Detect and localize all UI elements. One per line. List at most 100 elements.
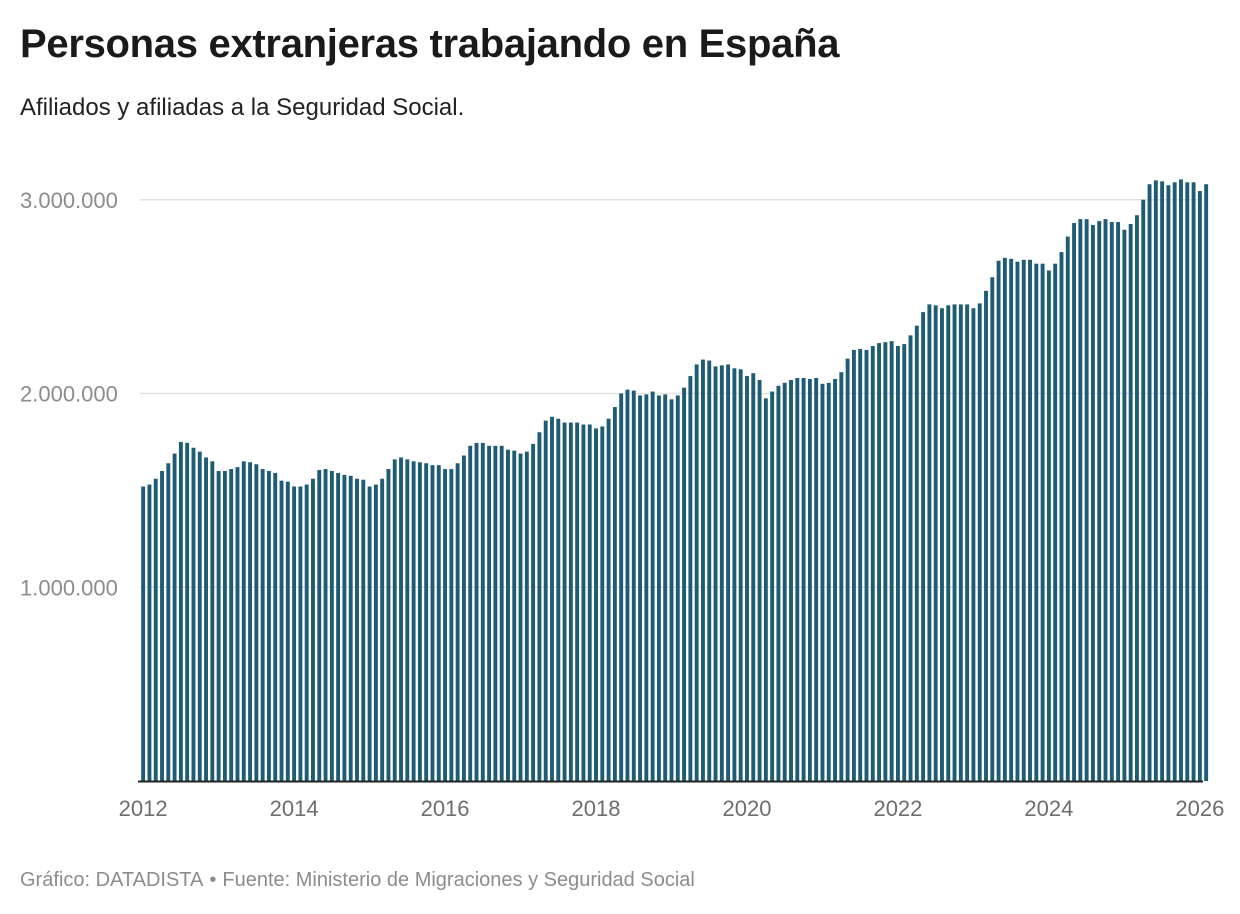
- bar: [776, 385, 781, 781]
- bar: [870, 346, 875, 781]
- bar: [386, 469, 391, 781]
- x-tick-label: 2026: [1175, 796, 1224, 821]
- bar: [845, 358, 850, 782]
- y-tick-label: 1.000.000: [20, 575, 118, 600]
- bar: [367, 486, 372, 781]
- bar: [1153, 180, 1158, 782]
- bar: [782, 382, 787, 781]
- bar: [707, 360, 712, 781]
- bar: [921, 312, 926, 782]
- bar: [795, 378, 800, 781]
- bar: [392, 459, 397, 782]
- bar: [933, 305, 938, 781]
- bar: [895, 346, 900, 781]
- bar: [204, 457, 208, 781]
- bar: [524, 451, 529, 782]
- bar: [738, 369, 743, 781]
- bar: [958, 304, 963, 782]
- bar: [160, 471, 164, 781]
- bar: [311, 478, 315, 781]
- bar: [971, 308, 976, 781]
- bar: [581, 424, 586, 781]
- chart-source: Fuente: Ministerio de Migraciones y Segu…: [222, 869, 695, 891]
- bar: [487, 445, 492, 781]
- bar: [1034, 263, 1039, 781]
- bar-chart: 1.000.000 2.000.000 3.000.000 2012 2014 2016…: [20, 179, 1225, 821]
- y-axis-labels: 1.000.000 2.000.000 3.000.000: [20, 188, 118, 601]
- bar: [625, 389, 630, 782]
- bar: [858, 348, 863, 781]
- bar: [285, 481, 290, 781]
- bar: [789, 379, 793, 781]
- bar: [839, 372, 844, 781]
- bar: [336, 472, 341, 781]
- x-tick-label: 2016: [421, 796, 470, 821]
- bar: [575, 422, 580, 781]
- bar: [638, 395, 642, 781]
- bar: [1116, 222, 1121, 781]
- footer-separator: •: [209, 869, 217, 891]
- bar: [757, 379, 762, 781]
- bar: [990, 277, 995, 781]
- bar: [619, 393, 624, 781]
- x-tick-label: 2018: [572, 796, 621, 821]
- bar: [537, 432, 542, 781]
- bar: [1046, 270, 1051, 781]
- bar: [726, 364, 731, 781]
- bar: [355, 478, 359, 781]
- bar: [405, 459, 410, 782]
- bar: [631, 390, 636, 781]
- bar: [763, 398, 768, 781]
- bar: [996, 260, 1001, 781]
- bar: [864, 349, 869, 781]
- bar: [493, 445, 498, 781]
- bar: [298, 486, 303, 781]
- bar: [801, 378, 806, 781]
- x-axis-labels: 2012 2014 2016 2018 2020 2022 2024 2026: [119, 796, 1225, 821]
- bar: [612, 407, 617, 781]
- bar: [241, 461, 246, 781]
- bar: [512, 450, 517, 781]
- bar: [531, 443, 536, 782]
- bar: [908, 335, 913, 782]
- bar: [902, 344, 907, 781]
- bar: [197, 451, 202, 782]
- chart-subtitle: Afiliados y afiliadas a la Seguridad Soc…: [20, 94, 465, 121]
- bar: [461, 455, 466, 781]
- bar: [606, 418, 611, 781]
- bar: [877, 343, 882, 782]
- bar: [480, 442, 485, 781]
- bar-series: [138, 179, 1209, 783]
- y-tick-label: 2.000.000: [20, 382, 118, 407]
- bar: [166, 463, 171, 781]
- bar: [1009, 258, 1014, 782]
- bar: [1122, 229, 1127, 781]
- bar: [1103, 219, 1108, 782]
- bar: [342, 474, 347, 782]
- bar: [216, 471, 221, 781]
- bar: [304, 484, 309, 781]
- bar: [1015, 261, 1020, 781]
- bar: [713, 366, 718, 782]
- bar: [694, 364, 699, 781]
- bar: [191, 447, 196, 781]
- bar: [1141, 199, 1146, 781]
- bar: [1053, 263, 1058, 781]
- bar: [594, 428, 598, 782]
- bar: [323, 469, 328, 781]
- bar: [260, 469, 265, 781]
- bar: [1109, 222, 1114, 781]
- bar: [172, 453, 177, 781]
- bar: [178, 441, 183, 781]
- bar: [1172, 182, 1177, 781]
- bar: [682, 387, 687, 781]
- bar: [147, 484, 152, 781]
- bar: [650, 391, 655, 781]
- bar: [1084, 219, 1089, 782]
- bar: [506, 449, 510, 781]
- bar: [210, 461, 215, 781]
- bar: [889, 341, 894, 781]
- bar: [1065, 236, 1070, 781]
- bar: [411, 461, 416, 781]
- bar: [1204, 184, 1209, 781]
